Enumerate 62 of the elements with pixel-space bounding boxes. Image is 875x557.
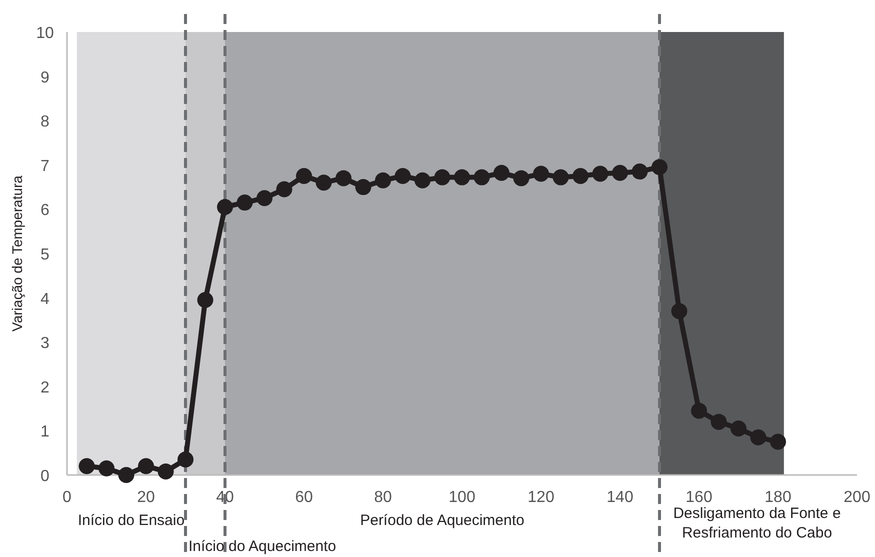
point <box>336 170 352 186</box>
point <box>217 198 233 215</box>
point <box>474 169 490 186</box>
point <box>454 169 470 186</box>
x-tick-label: 180 <box>764 489 792 506</box>
point <box>316 174 332 191</box>
x-tick-label: 20 <box>137 489 155 506</box>
x-tick-label: 140 <box>606 489 634 506</box>
point <box>414 172 430 188</box>
y-tick-label: 1 <box>40 424 50 441</box>
y-tick-label: 9 <box>40 69 50 86</box>
point <box>494 164 510 181</box>
x-tick-label: 60 <box>295 489 313 506</box>
point <box>276 181 292 198</box>
point <box>236 194 253 211</box>
y-tick-label: 10 <box>36 25 54 42</box>
y-tick-label: 6 <box>40 202 50 220</box>
point <box>158 463 174 480</box>
point <box>632 164 648 180</box>
y-tick-label: 4 <box>40 290 50 308</box>
point <box>710 414 727 430</box>
x-tick-label: 0 <box>62 489 72 506</box>
x-tick-label: 120 <box>528 489 554 506</box>
band-label: Início do Ensaio <box>78 512 185 529</box>
point <box>750 429 766 446</box>
point <box>730 420 746 436</box>
point <box>256 190 272 206</box>
point <box>78 458 95 474</box>
band-label: Desligamento da Fonte e Resfriamento do Cabo <box>673 505 841 542</box>
ref-line-label: Início do Aquecimento <box>188 538 336 555</box>
point <box>552 169 569 186</box>
x-tick-label: 80 <box>374 489 392 506</box>
point <box>138 458 154 474</box>
point <box>118 467 134 483</box>
point <box>355 179 372 196</box>
point <box>533 166 549 182</box>
point <box>592 166 608 182</box>
point <box>770 434 786 450</box>
point <box>434 169 450 186</box>
point <box>671 303 688 320</box>
y-tick-label: 3 <box>40 335 50 352</box>
point <box>691 402 707 419</box>
y-tick-label: 2 <box>40 379 50 396</box>
point <box>98 460 114 476</box>
point <box>375 172 391 188</box>
y-tick-label: 8 <box>40 114 50 131</box>
point <box>513 170 530 186</box>
band-label: Período de Aquecimento <box>360 512 524 529</box>
point <box>197 292 214 308</box>
x-tick-label: 100 <box>448 489 476 506</box>
point <box>296 168 312 184</box>
y-tick-label: 0 <box>40 468 50 485</box>
x-tick-label: 200 <box>844 489 870 506</box>
x-tick-label: 160 <box>686 489 712 506</box>
y-tick-label: 7 <box>40 158 50 175</box>
y-tick-label: 5 <box>40 246 50 264</box>
point <box>612 164 628 181</box>
point <box>178 451 194 468</box>
point <box>394 168 411 184</box>
y-axis-title: Variação de Temperatura <box>9 175 25 332</box>
point <box>652 159 668 176</box>
point <box>572 168 588 184</box>
